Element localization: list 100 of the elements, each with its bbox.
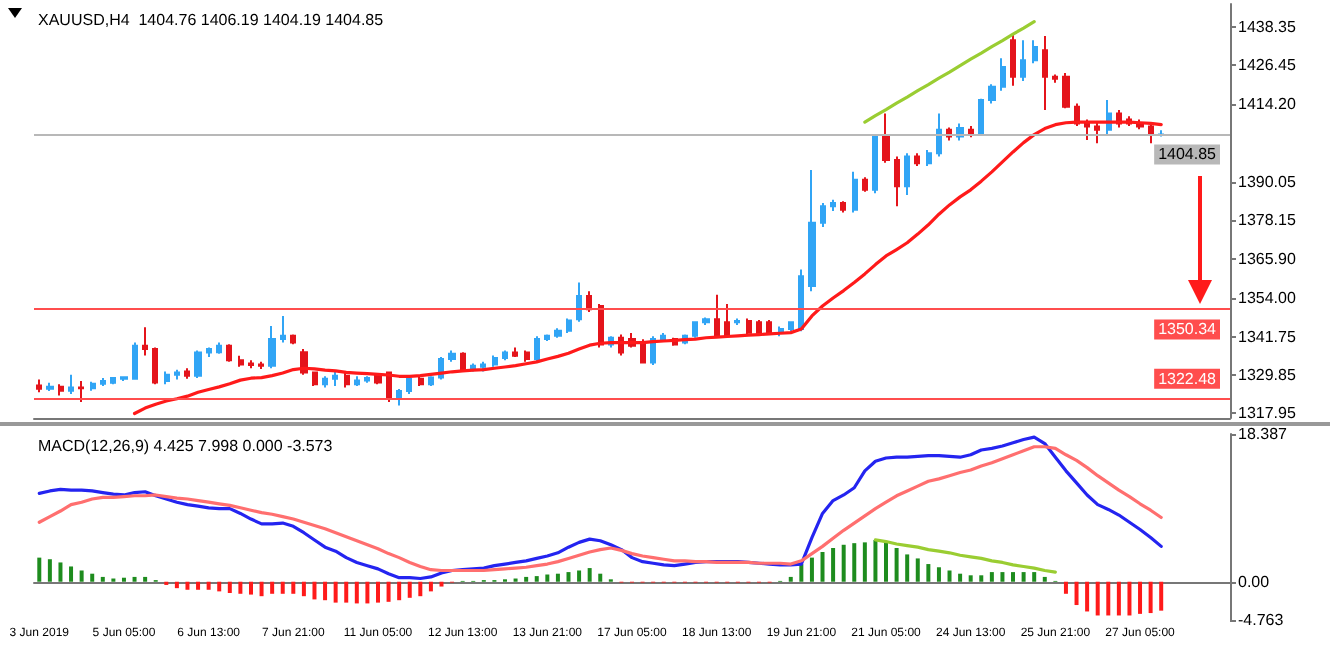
candlestick: [258, 360, 264, 370]
ref-line-label: 1322.48: [1158, 369, 1218, 388]
bar: [799, 564, 804, 582]
bar: [375, 581, 380, 603]
candlestick: [364, 375, 370, 384]
bar: [841, 544, 846, 582]
bar: [915, 558, 920, 582]
bar: [90, 573, 95, 582]
candlestick: [566, 317, 572, 334]
candlestick: [428, 375, 434, 387]
candlestick: [734, 317, 740, 326]
bar: [524, 576, 529, 582]
bar: [884, 542, 889, 582]
candlestick: [406, 375, 412, 395]
candlestick: [534, 335, 540, 363]
candlestick: [132, 341, 138, 381]
bar: [196, 581, 201, 590]
bar: [79, 570, 84, 582]
bar: [1106, 581, 1111, 616]
y-tick-label: 1438.35: [1238, 17, 1297, 36]
bar: [862, 542, 867, 582]
candlestick: [882, 112, 890, 164]
bar: [259, 581, 264, 597]
candlestick: [460, 351, 466, 373]
chart-title: XAUUSD,H4 1404.76 1406.19 1404.19 1404.85: [38, 11, 385, 29]
bar: [344, 581, 349, 603]
y-tick-label: 1354.00: [1238, 288, 1297, 307]
bar: [312, 581, 317, 600]
bar: [534, 576, 539, 582]
candlestick: [46, 381, 54, 393]
bar: [577, 570, 582, 582]
bar: [1074, 581, 1079, 606]
candlestick: [798, 268, 804, 331]
bar: [100, 576, 105, 582]
candlestick: [1052, 73, 1058, 84]
candlestick: [904, 152, 910, 196]
bar: [206, 581, 211, 590]
bar: [1095, 581, 1100, 616]
candlestick: [332, 370, 338, 387]
bar: [248, 581, 253, 595]
candlestick: [110, 376, 116, 386]
candlestick: [68, 373, 74, 395]
bar: [1011, 572, 1016, 582]
candlestick: [576, 281, 582, 323]
bar: [831, 547, 836, 582]
bar: [587, 568, 592, 582]
line-series: [863, 20, 1036, 124]
candlestick: [248, 359, 254, 370]
candlestick: [1084, 118, 1090, 142]
bar: [566, 572, 571, 582]
bar: [428, 581, 433, 592]
bar: [936, 567, 941, 582]
candlestick: [396, 388, 402, 407]
bar: [968, 575, 973, 582]
candlestick: [480, 360, 486, 373]
chart-title: MACD(12,26,9) 4.425 7.998 0.000 -3.573: [38, 437, 334, 455]
bar: [69, 566, 74, 582]
candlestick: [524, 349, 530, 363]
candlestick: [936, 112, 942, 158]
candlestick: [554, 327, 562, 339]
candlestick: [820, 201, 826, 229]
candlestick: [926, 149, 932, 168]
y-tick-label: 18.387: [1238, 425, 1289, 443]
bar: [1116, 581, 1121, 616]
bar: [1042, 576, 1047, 582]
candlestick: [852, 170, 858, 214]
candlestick: [448, 349, 456, 363]
candlestick: [830, 198, 836, 212]
candlestick: [714, 293, 720, 339]
candlestick: [544, 333, 550, 342]
ref-line-label: 1350.34: [1158, 320, 1218, 339]
bar: [979, 575, 984, 582]
candlestick: [206, 346, 212, 359]
candlestick: [788, 320, 794, 333]
candlestick: [216, 341, 222, 355]
candlestick: [418, 375, 424, 387]
candlestick: [1062, 72, 1070, 110]
bar: [37, 557, 42, 582]
candlestick: [344, 372, 350, 389]
bar: [598, 573, 603, 582]
candlestick: [968, 124, 974, 139]
candlestick: [312, 370, 318, 387]
candlestick: [978, 97, 984, 137]
y-tick-label: 1365.90: [1238, 250, 1297, 269]
bar: [217, 581, 222, 592]
candlestick: [290, 333, 296, 346]
candlestick: [1020, 39, 1026, 83]
line-series: [873, 538, 1057, 574]
candlestick: [78, 380, 84, 403]
candlestick: [174, 368, 180, 381]
candlestick: [164, 370, 170, 386]
candlestick: [1032, 39, 1038, 65]
bar: [926, 564, 931, 582]
candlestick: [502, 349, 508, 362]
candlestick: [226, 343, 232, 363]
bar: [809, 557, 814, 582]
candlestick: [1000, 57, 1006, 92]
candlestick: [840, 200, 846, 214]
bar: [270, 581, 275, 594]
candlestick: [90, 380, 96, 392]
